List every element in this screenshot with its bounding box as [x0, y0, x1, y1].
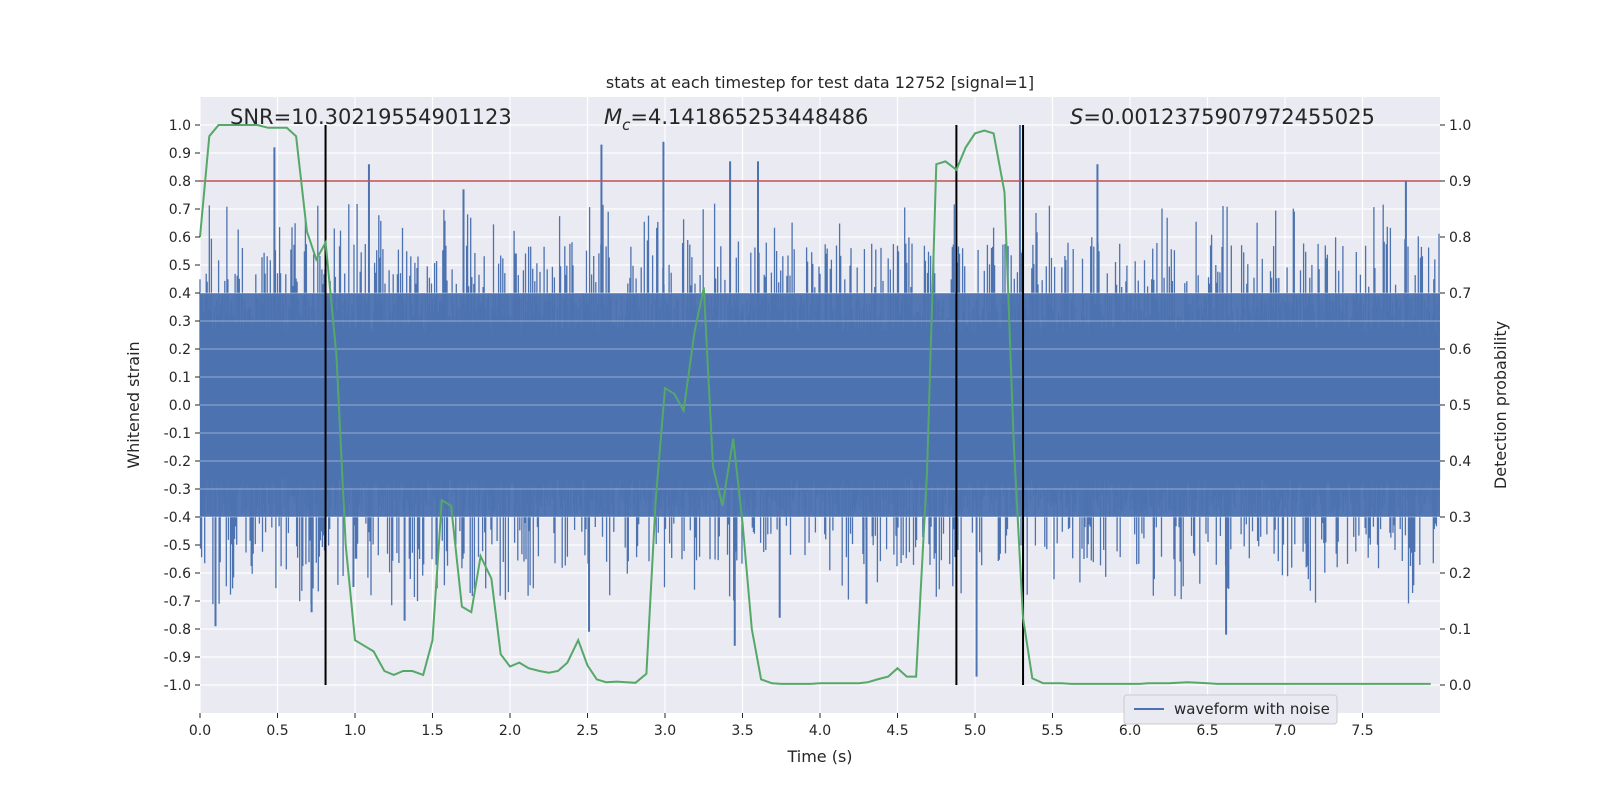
x-tick-label: 1.5	[421, 723, 443, 739]
y2-tick-label: 1.0	[1449, 118, 1471, 134]
y-tick-label: 0.9	[169, 146, 191, 162]
legend-box	[1123, 694, 1338, 725]
y-tick-label: 0.3	[169, 314, 191, 330]
x-tick-label: 0.5	[266, 723, 288, 739]
y2-tick-label: 0.9	[1449, 174, 1471, 190]
chart-title: stats at each timestep for test data 127…	[606, 73, 1034, 92]
y2-tick-label: 0.0	[1449, 678, 1471, 694]
x-tick-label: 2.5	[576, 723, 598, 739]
y2-tick-label: 0.5	[1449, 398, 1471, 414]
y-tick-label: 0.6	[169, 230, 191, 246]
x-tick-label: 6.0	[1119, 723, 1141, 739]
y-tick-label: -0.5	[164, 538, 191, 554]
probability-series-layer	[199, 124, 1431, 685]
snr-annotation: SNR=10.30219554901123	[230, 105, 512, 129]
x-tick-label: 4.5	[886, 723, 908, 739]
y2-tick-label: 0.1	[1449, 622, 1471, 638]
waveform-series	[199, 125, 1441, 677]
s-symbol: S	[1070, 105, 1083, 129]
y-axis-label: Whitened strain	[124, 341, 143, 468]
y2-tick-label: 0.8	[1449, 230, 1471, 246]
y-tick-label: 1.0	[169, 118, 191, 134]
x-tick-label: 3.5	[731, 723, 753, 739]
x-tick-label: 3.0	[654, 723, 676, 739]
chirp-mass-value: =4.141865253448486	[630, 105, 868, 129]
y-tick-label: 0.4	[169, 286, 191, 302]
detection-probability-line	[199, 124, 1431, 685]
s-annotation: S=0.0012375907972455025	[1070, 105, 1375, 129]
x-tick-label: 7.5	[1351, 723, 1373, 739]
y-tick-label: -0.1	[164, 426, 191, 442]
y2-tick-label: 0.6	[1449, 342, 1471, 358]
y2-tick-label: 0.7	[1449, 286, 1471, 302]
legend-label-waveform: waveform with noise	[1174, 700, 1330, 718]
y-tick-label: 0.7	[169, 202, 191, 218]
x-tick-label: 2.0	[499, 723, 521, 739]
markers-layer	[200, 125, 1440, 685]
y-tick-label: -1.0	[164, 678, 191, 694]
y-tick-label: 0.5	[169, 258, 191, 274]
y-tick-label: -0.9	[164, 650, 191, 666]
x-tick-label: 6.5	[1196, 723, 1218, 739]
chirp-mass-subscript: c	[622, 116, 631, 134]
legend: waveform with noise	[1123, 694, 1338, 725]
ticks-layer: 0.0 0.5 1.0 1.5 2.0 2.5 3.0 3.5 4.0 4.5 5.0 5.5 6.0 6…	[164, 118, 1472, 739]
y2-axis-label: Detection probability	[1491, 321, 1510, 489]
y-tick-label: 0.0	[169, 398, 191, 414]
y-tick-label: 0.8	[169, 174, 191, 190]
x-tick-label: 7.0	[1274, 723, 1296, 739]
y-tick-label: -0.2	[164, 454, 191, 470]
x-axis-label: Time (s)	[786, 747, 852, 766]
y-tick-label: -0.7	[164, 594, 191, 610]
y2-tick-label: 0.2	[1449, 566, 1471, 582]
y-tick-label: 0.1	[169, 370, 191, 386]
x-tick-label: 5.0	[964, 723, 986, 739]
x-tick-label: 0.0	[189, 723, 211, 739]
y-tick-label: -0.4	[164, 510, 191, 526]
x-tick-label: 1.0	[344, 723, 366, 739]
y2-tick-label: 0.3	[1449, 510, 1471, 526]
x-tick-label: 4.0	[809, 723, 831, 739]
x-tick-label: 5.5	[1041, 723, 1063, 739]
y-tick-label: -0.6	[164, 566, 191, 582]
s-value: =0.0012375907972455025	[1083, 105, 1375, 129]
y-tick-label: 0.2	[169, 342, 191, 358]
y2-tick-label: 0.4	[1449, 454, 1471, 470]
chirp-mass-annotation: Mc=4.141865253448486	[604, 105, 868, 134]
y-tick-label: -0.8	[164, 622, 191, 638]
y-tick-label: -0.3	[164, 482, 191, 498]
chirp-mass-symbol: M	[604, 105, 622, 129]
